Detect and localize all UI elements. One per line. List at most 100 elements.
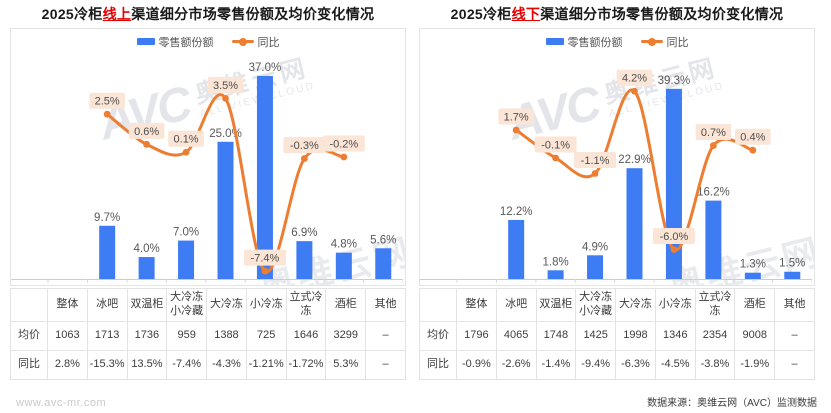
- line-dot: [340, 153, 348, 161]
- legend: 零售额份额 同比: [420, 29, 814, 54]
- table-cell: -6.3%: [615, 349, 656, 380]
- table-col-header: 冰吧: [495, 288, 537, 322]
- line-label: 0.1%: [174, 134, 199, 146]
- legend-label: 同比: [257, 36, 280, 49]
- table-cell: -0.9%: [456, 349, 497, 380]
- table-col-header: 大冷冻小冷藏: [575, 288, 617, 322]
- bar-label: 5.6%: [370, 234, 396, 246]
- bar-swatch-icon: [545, 38, 564, 45]
- table-cell: 2.8%: [47, 349, 88, 380]
- table-col-header: 立式冷冻: [285, 288, 327, 322]
- table-cell: 4065: [495, 320, 537, 351]
- table-cell: 725: [245, 320, 287, 351]
- line-label: 0.7%: [701, 127, 726, 139]
- bar-swatch-icon: [136, 38, 155, 45]
- table-cell: 3299: [325, 320, 367, 351]
- bar-label: 12.2%: [500, 206, 533, 218]
- table-row: 均价 1796 4065 1748 1425 1998 1346 2354 9008–: [419, 320, 815, 351]
- table-cell: 13.5%: [126, 349, 168, 380]
- title-suffix: 渠道细分市场零售份额及均价变化情况: [540, 6, 784, 22]
- table-col-header: 整体: [456, 288, 497, 322]
- line-label-bg: [498, 108, 534, 125]
- panel-online: 2025冷柜线上渠道细分市场零售份额及均价变化情况 AVC 奥维云网 ALL V…: [10, 4, 406, 380]
- bar: [587, 255, 604, 279]
- bar-label: 1.5%: [779, 258, 805, 270]
- bar-label: 25.0%: [209, 128, 242, 140]
- table-cell: 1736: [126, 320, 168, 351]
- line-dot: [182, 148, 190, 156]
- table-cell: -15.3%: [86, 349, 128, 380]
- table-col-header: 双温柜: [535, 288, 577, 322]
- combo-chart-offline: 12.2% 1.8% 4.9% 22.9% 39.3% 16.2% 1.3% 1.5% 1.7%…: [420, 54, 814, 285]
- bar: [784, 271, 801, 279]
- site-watermark: www.avc-mr.com: [16, 397, 107, 409]
- table-cell: 1646: [285, 320, 327, 351]
- table-col-header: 酒柜: [325, 288, 367, 322]
- line-label: -0.2%: [329, 138, 358, 150]
- bar: [547, 270, 564, 279]
- chart-canvas: 12.2% 1.8% 4.9% 22.9% 39.3% 16.2% 1.3% 1.5% 1.7%…: [420, 69, 813, 283]
- table-cell: 1063: [47, 320, 88, 351]
- bar: [705, 200, 722, 279]
- table-cell: -9.4%: [575, 349, 617, 380]
- bar-label: 4.8%: [331, 239, 357, 251]
- table-row-header: 同比: [419, 349, 457, 380]
- table-cell: 1796: [456, 320, 497, 351]
- title-highlight-online: 线上: [102, 6, 132, 22]
- line-label: -6.0%: [660, 231, 689, 243]
- bar-label: 6.9%: [291, 227, 317, 239]
- table-cell: –: [365, 349, 406, 380]
- chart-box-offline: AVC 奥维云网 ALL VIEW CLOUD 奥维云网 零售额份额 同比: [419, 28, 815, 286]
- line-swatch-icon: [640, 37, 663, 46]
- legend-item-share: 零售额份额: [136, 34, 214, 50]
- table-cell: –: [774, 320, 815, 351]
- table-cell: 1346: [654, 320, 696, 351]
- bar-label: 22.9%: [618, 154, 651, 166]
- combo-chart-online: 9.7% 4.0% 7.0% 25.0% 37.0% 6.9% 4.8% 5.6% 2.5% 0.…: [11, 54, 405, 285]
- legend-item-yoy: 同比: [640, 34, 689, 50]
- table-cell: 1998: [615, 320, 656, 351]
- panel-offline: 2025冷柜线下渠道细分市场零售份额及均价变化情况 AVC 奥维云网 ALL V…: [419, 4, 815, 380]
- price-table-offline: 整体 冰吧 双温柜 大冷冻小冷藏 大冷冻 小冷冻 立式冷冻 酒柜 其他 均价 1796 4065 174…: [419, 288, 815, 380]
- table-col-header: 小冷冻: [654, 288, 696, 322]
- line-dot: [512, 126, 520, 134]
- bar-label: 4.0%: [134, 243, 160, 255]
- line-label-bg: [168, 130, 204, 147]
- line-label: -1.1%: [581, 155, 610, 167]
- chart-canvas: 9.7% 4.0% 7.0% 25.0% 37.0% 6.9% 4.8% 5.6% 2.5% 0.…: [11, 62, 404, 283]
- bar: [296, 241, 313, 279]
- title-prefix: 2025冷柜: [450, 6, 512, 22]
- bar: [626, 168, 643, 279]
- line-dot: [631, 87, 638, 95]
- bar: [99, 225, 116, 279]
- bar-label: 37.0%: [249, 62, 282, 74]
- table-cell: –: [365, 320, 406, 351]
- bar: [335, 252, 352, 279]
- chart-title-online: 2025冷柜线上渠道细分市场零售份额及均价变化情况: [10, 5, 406, 23]
- line-dot: [591, 170, 599, 177]
- table-cell: -7.4%: [166, 349, 208, 380]
- line-path: [514, 88, 755, 252]
- line-label-bg: [695, 124, 732, 141]
- line-label-bg: [652, 228, 695, 245]
- bar-label: 7.0%: [173, 227, 199, 239]
- chart-box-online: AVC 奥维云网 ALL VIEW CLOUD 奥维云网 零售额份额 同比: [10, 28, 406, 286]
- line-label: 1.7%: [504, 112, 529, 124]
- table-cell: -1.9%: [734, 349, 776, 380]
- table-cell: -3.8%: [694, 349, 736, 380]
- line-label-bg: [616, 69, 653, 86]
- line-dot: [749, 146, 757, 154]
- line-label: 3.5%: [213, 80, 238, 92]
- line-label: 2.5%: [95, 96, 120, 108]
- table-row-header: 均价: [419, 320, 457, 351]
- legend-item-yoy: 同比: [231, 34, 280, 50]
- table-col-header: 其他: [774, 288, 815, 322]
- table-cell: –: [774, 349, 815, 380]
- table-col-header: 大冷冻小冷藏: [166, 288, 208, 322]
- line-dot: [143, 140, 151, 148]
- line-dot: [552, 154, 560, 162]
- line-label: 4.2%: [622, 73, 647, 85]
- table-col-header: 其他: [365, 288, 406, 322]
- line-dot: [103, 110, 111, 118]
